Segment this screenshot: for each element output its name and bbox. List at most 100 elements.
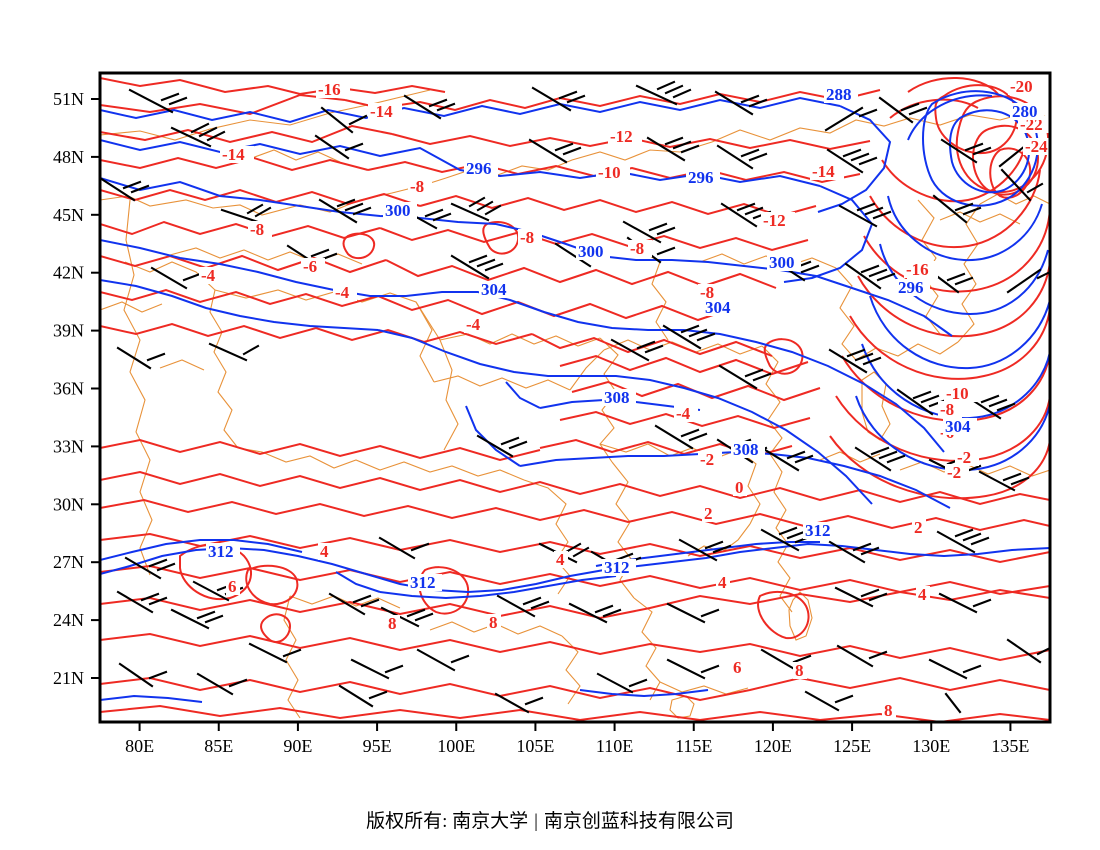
label-backdrop bbox=[479, 281, 513, 298]
label-backdrop bbox=[674, 405, 698, 422]
temperature-contour-label: -8 bbox=[630, 239, 644, 258]
label-backdrop bbox=[316, 81, 350, 98]
contour-label-layer: -16-14-12-14-10 -14-20-22-24-8-8 -12-8-8-6… bbox=[199, 77, 1050, 720]
x-tick-label: 130E bbox=[912, 736, 950, 756]
label-backdrop bbox=[944, 385, 978, 402]
x-axis-tick-labels: 80E 85E 90E 95E 100E 105E 110E 115E 120E 125E 130E… bbox=[125, 736, 1029, 756]
temperature-contour-label: -4 bbox=[676, 404, 691, 423]
x-tick-label: 80E bbox=[125, 736, 154, 756]
label-backdrop bbox=[220, 146, 254, 163]
height-contour-label: 300 bbox=[385, 201, 411, 220]
label-backdrop bbox=[761, 212, 795, 229]
temperature-contour-label: -8 bbox=[410, 177, 424, 196]
y-tick-label: 21N bbox=[53, 668, 84, 688]
weather-map-svg: -16-14-12-14-10 -14-20-22-24-8-8 -12-8-8-6… bbox=[53, 71, 1052, 756]
label-backdrop bbox=[703, 299, 737, 316]
temperature-contour-label: -4 bbox=[466, 315, 481, 334]
temperature-contour-label: 4 bbox=[556, 550, 565, 569]
label-backdrop bbox=[383, 202, 417, 219]
temperature-contour-label: 8 bbox=[795, 661, 804, 680]
y-tick-label: 45N bbox=[53, 205, 84, 225]
label-backdrop bbox=[596, 164, 630, 181]
label-backdrop bbox=[333, 284, 357, 301]
label-backdrop bbox=[882, 702, 896, 719]
label-backdrop bbox=[226, 578, 240, 595]
label-backdrop bbox=[554, 551, 568, 568]
label-backdrop bbox=[1023, 138, 1050, 155]
height-contour-label: 312 bbox=[604, 558, 630, 577]
x-tick-label: 100E bbox=[437, 736, 475, 756]
height-contour-label: 296 bbox=[466, 159, 492, 178]
label-backdrop bbox=[716, 574, 730, 591]
x-tick-label: 85E bbox=[204, 736, 233, 756]
label-backdrop bbox=[206, 543, 240, 560]
height-contour-label: 312 bbox=[410, 573, 436, 592]
temperature-contour-label: -2 bbox=[700, 450, 714, 469]
temperature-contour-label: 2 bbox=[914, 518, 923, 537]
label-backdrop bbox=[386, 615, 400, 632]
temperature-contour-label: 8 bbox=[388, 614, 397, 633]
y-tick-label: 24N bbox=[53, 610, 84, 630]
temperature-contour-label: -10 bbox=[598, 163, 621, 182]
label-backdrop bbox=[518, 229, 542, 246]
label-backdrop bbox=[1008, 78, 1042, 95]
temperature-contour-label: -4 bbox=[201, 266, 216, 285]
label-backdrop bbox=[464, 160, 498, 177]
y-axis-ticks bbox=[91, 98, 100, 679]
height-contour-label: 304 bbox=[705, 298, 731, 317]
plot-frame bbox=[98, 71, 1052, 724]
temperature-contour-label: -2 bbox=[957, 448, 971, 467]
temperature-contour-label: 6 bbox=[733, 658, 742, 677]
height-contour-label: 288 bbox=[826, 85, 852, 104]
label-backdrop bbox=[248, 221, 272, 238]
label-backdrop bbox=[698, 451, 722, 468]
label-backdrop bbox=[602, 389, 636, 406]
x-tick-label: 90E bbox=[283, 736, 312, 756]
label-backdrop bbox=[938, 401, 962, 418]
label-backdrop bbox=[904, 261, 938, 278]
label-backdrop bbox=[702, 505, 716, 522]
label-backdrop bbox=[916, 586, 930, 603]
y-tick-label: 30N bbox=[53, 494, 84, 514]
label-backdrop bbox=[767, 254, 801, 271]
temperature-contour-label: -8 bbox=[250, 220, 264, 239]
label-backdrop bbox=[810, 163, 844, 180]
label-backdrop bbox=[1010, 103, 1044, 120]
temperature-contour-label: -24 bbox=[1025, 137, 1048, 156]
temperature-contour-label: -14 bbox=[370, 102, 393, 121]
label-backdrop bbox=[793, 662, 807, 679]
label-backdrop bbox=[301, 258, 325, 275]
temperature-contour-label: 4 bbox=[718, 573, 727, 592]
temperature-contour-label: -16 bbox=[318, 80, 341, 99]
height-contour-label: 312 bbox=[208, 542, 234, 561]
height-contour-label: 304 bbox=[945, 417, 971, 436]
label-backdrop bbox=[464, 316, 488, 333]
y-tick-label: 48N bbox=[53, 147, 84, 167]
label-backdrop bbox=[731, 659, 745, 676]
footer-copyright: 版权所有: 南京大学 | 南京创蓝科技有限公司 bbox=[0, 806, 1100, 833]
label-backdrop bbox=[912, 519, 926, 536]
temperature-contour-label: 2 bbox=[704, 504, 713, 523]
x-tick-label: 135E bbox=[991, 736, 1029, 756]
label-backdrop bbox=[408, 178, 432, 195]
temperature-contour-label: 6 bbox=[228, 577, 237, 596]
temperature-contour-label: -14 bbox=[812, 162, 835, 181]
footer-separator: | bbox=[534, 811, 538, 832]
y-tick-label: 39N bbox=[53, 321, 84, 341]
label-backdrop bbox=[602, 559, 636, 576]
height-contour-label: 296 bbox=[898, 278, 924, 297]
height-contour-label: 280 bbox=[1012, 102, 1038, 121]
height-contour-label: 300 bbox=[578, 242, 604, 261]
label-backdrop bbox=[628, 240, 652, 257]
x-tick-label: 105E bbox=[516, 736, 554, 756]
temperature-contour-label: -12 bbox=[610, 127, 633, 146]
label-backdrop bbox=[608, 128, 642, 145]
x-tick-label: 115E bbox=[675, 736, 712, 756]
temperature-contour-label: -8 bbox=[520, 228, 534, 247]
label-backdrop bbox=[408, 574, 442, 591]
temperature-contour-label: -8 bbox=[700, 283, 714, 302]
x-tick-label: 95E bbox=[363, 736, 392, 756]
height-contour-label: 308 bbox=[604, 388, 630, 407]
map-content: -16-14-12-14-10 -14-20-22-24-8-8 -12-8-8-6… bbox=[100, 76, 1050, 722]
y-tick-label: 36N bbox=[53, 379, 84, 399]
